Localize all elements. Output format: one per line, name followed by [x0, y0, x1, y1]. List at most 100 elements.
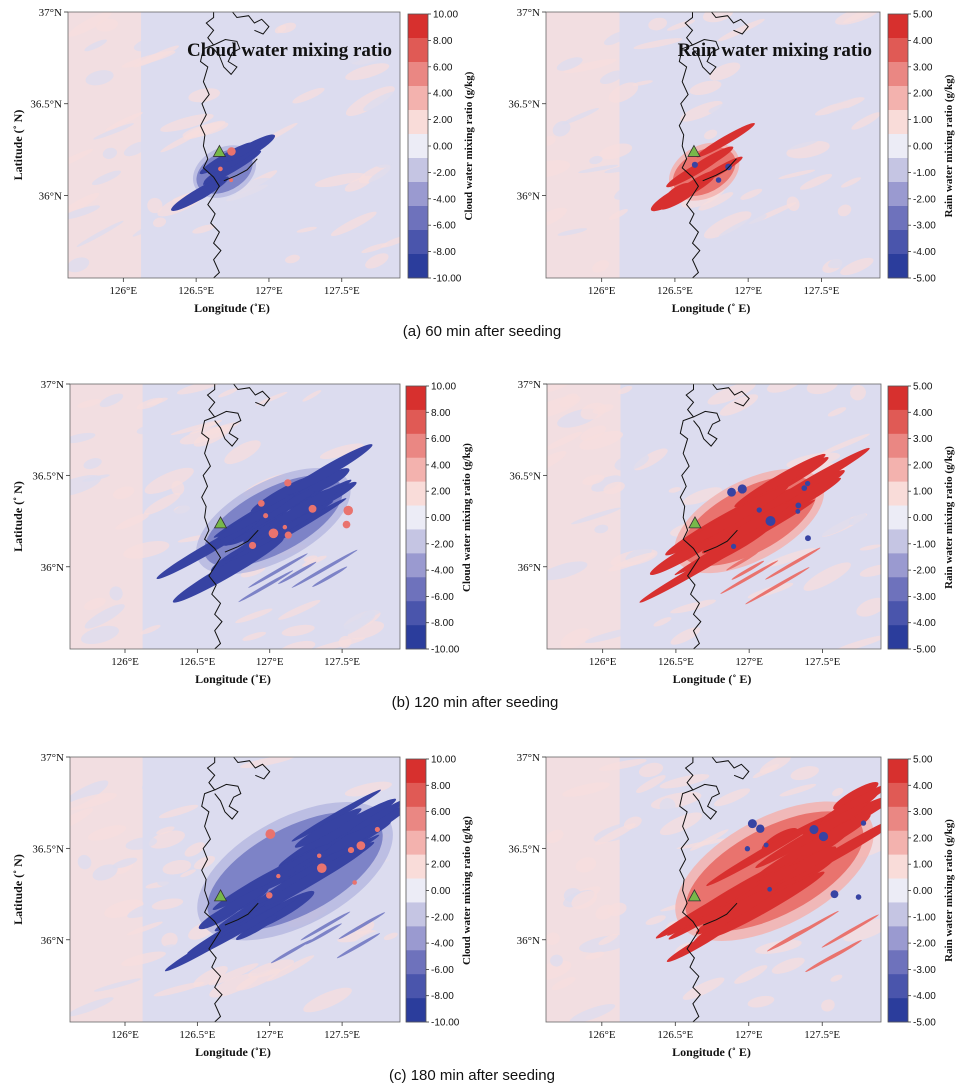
colorbar-tick-label: -4.00: [431, 566, 454, 577]
anomaly-core: [291, 789, 381, 842]
colorbar-label: Cloud water mixing ratio (g/kg): [463, 71, 475, 220]
field-texture: [80, 625, 120, 645]
anomaly-core: [681, 485, 789, 549]
colorbar-tick-label: 0.00: [431, 886, 451, 897]
panel-b-right: 126°E 126.5°E 127°E 127.5°E 36°N 36.5°N 37°N Lo…: [509, 379, 955, 686]
colorbar-tick-label: -6.00: [433, 221, 456, 232]
x-tick-label: 126.5°E: [658, 656, 694, 668]
trailing-streak: [270, 939, 312, 964]
field-texture: [850, 385, 866, 401]
anomaly-dot: [265, 829, 276, 839]
field-texture: [375, 156, 393, 168]
field-texture: [302, 390, 322, 402]
field-texture: [853, 53, 874, 64]
field-texture: [208, 963, 259, 986]
colorbar-segment: [888, 254, 908, 279]
field-texture: [659, 812, 703, 836]
y-tick-label: 36°N: [39, 190, 62, 202]
field-texture: [167, 785, 216, 801]
colorbar-tick-label: 4.00: [913, 781, 933, 792]
field-texture: [550, 954, 563, 967]
field-texture: [849, 513, 867, 526]
river: [703, 529, 738, 553]
field-texture: [562, 782, 610, 797]
field-texture: [383, 932, 398, 941]
trailing-streak: [238, 570, 294, 603]
field-texture: [595, 904, 615, 920]
anomaly-dot: [737, 484, 747, 494]
colorbar-tick-label: -3.00: [913, 221, 936, 232]
anomaly-dot: [763, 842, 769, 848]
colorbar-segment: [408, 158, 428, 183]
anomaly-dot: [805, 535, 811, 542]
field-texture: [199, 1004, 229, 1022]
anomaly-dot: [730, 543, 737, 549]
field-texture: [247, 959, 295, 978]
field-texture: [84, 604, 125, 629]
anomaly-core: [666, 924, 731, 962]
field-texture: [368, 162, 400, 183]
field-texture: [104, 899, 144, 918]
field-texture: [633, 432, 682, 451]
anomaly-dot: [767, 886, 772, 892]
colorbar-segment: [888, 505, 908, 530]
anomaly-dot: [818, 831, 829, 842]
colorbar-tick-label: -3.00: [913, 592, 936, 603]
field-texture: [821, 979, 860, 1000]
field-texture: [314, 172, 365, 188]
field-texture: [562, 107, 599, 125]
field-texture: [638, 762, 664, 778]
river: [703, 902, 738, 926]
anomaly-core: [274, 843, 332, 878]
x-axis-label: Longitude (˚E): [194, 301, 270, 315]
field-texture: [552, 120, 571, 137]
field-texture: [133, 31, 188, 52]
x-tick-label: 127°E: [255, 285, 283, 297]
figure-caption: (c) 180 min after seeding: [389, 1067, 555, 1084]
field-texture: [840, 257, 874, 276]
trailing-streak: [731, 560, 765, 580]
coastline-bay: [693, 410, 721, 447]
field-band: [68, 12, 142, 278]
anomaly-core: [697, 521, 775, 567]
field-texture: [840, 177, 862, 188]
field-texture: [814, 92, 861, 107]
map-field: [546, 757, 881, 1022]
coastline-bay: [692, 783, 721, 820]
field-texture: [645, 915, 666, 925]
field-texture: [158, 804, 199, 819]
field-texture: [112, 857, 138, 869]
colorbar-segment: [888, 902, 908, 927]
colorbar-tick-label: 2.00: [431, 860, 451, 871]
colorbar-segment: [408, 182, 428, 207]
colorbar-segment: [888, 110, 908, 135]
field-texture: [698, 192, 734, 211]
colorbar-segment: [888, 481, 908, 506]
field-texture: [619, 841, 665, 866]
field-texture: [843, 918, 881, 942]
anomaly-core: [347, 797, 400, 835]
colorbar-tick-label: 6.00: [433, 62, 453, 73]
field-texture: [809, 107, 849, 129]
anomaly-core: [268, 484, 343, 529]
field-texture: [771, 957, 805, 974]
field-texture: [182, 122, 229, 138]
field-texture: [821, 999, 835, 1012]
anomaly-core: [156, 518, 261, 580]
anomaly-core: [695, 885, 778, 935]
field-texture: [656, 209, 703, 233]
colorbar-segment: [888, 974, 908, 999]
colorbar-segment: [888, 14, 908, 39]
colorbar-tick-label: 0.00: [913, 886, 933, 897]
field-texture: [77, 854, 92, 870]
field-texture: [180, 992, 202, 1002]
field-texture: [592, 404, 614, 414]
colorbar-label: Cloud water mixing ratio (g/kg): [461, 443, 473, 592]
field-texture: [666, 145, 686, 161]
field-texture: [717, 18, 765, 42]
colorbar-segment: [406, 974, 426, 999]
field-texture: [859, 544, 881, 551]
field-texture: [814, 97, 865, 116]
seeding-site-marker: [213, 516, 228, 529]
x-tick-label: 127°E: [735, 656, 763, 668]
